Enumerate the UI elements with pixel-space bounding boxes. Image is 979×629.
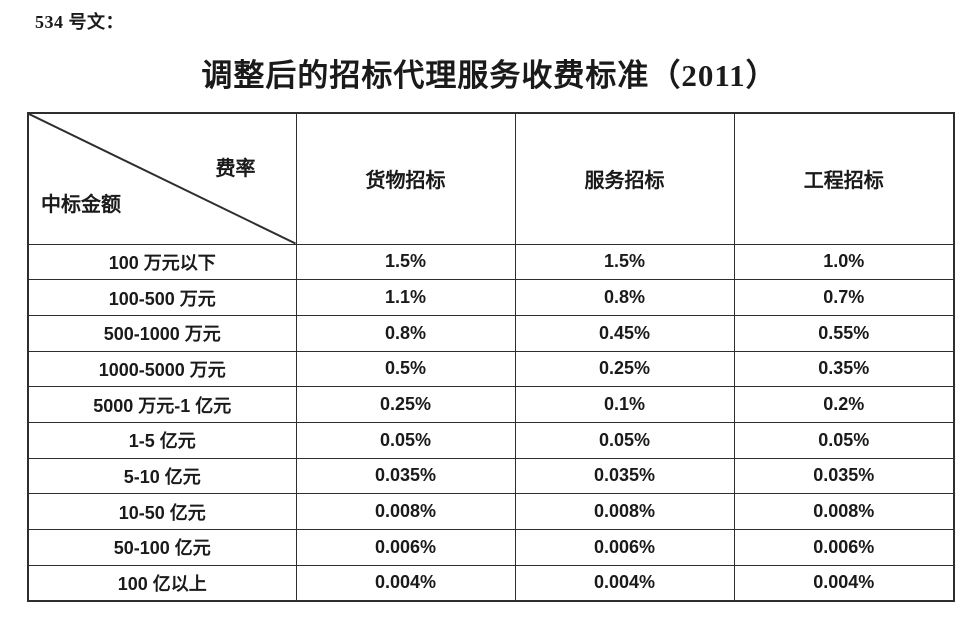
table-row: 1000-5000 万元 0.5% 0.25% 0.35% [27,350,955,388]
value-cell: 0.8% [295,314,516,352]
value-cell: 0.25% [514,350,735,388]
doc-number-label: 534 号文： [35,12,124,32]
value-cell: 0.7% [733,279,955,316]
corner-header-cell: 费率 中标金额 [27,112,297,245]
diagonal-divider-line [29,114,296,244]
row-label-cell: 100 亿以上 [27,564,297,602]
table-row: 500-1000 万元 0.8% 0.45% 0.55% [27,314,955,352]
table-row: 5-10 亿元 0.035% 0.035% 0.035% [27,457,955,495]
corner-label-rate: 费率 [215,158,256,180]
value-cell: 0.05% [733,421,955,459]
table-row: 5000 万元-1 亿元 0.25% 0.1% 0.2% [27,386,955,423]
value-cell: 0.1% [514,386,735,423]
value-cell: 0.008% [295,493,516,530]
value-cell: 0.008% [514,493,735,530]
corner-label-amount: 中标金额 [41,194,121,216]
table-header-row: 费率 中标金额 货物招标 服务招标 工程招标 [27,112,955,245]
value-cell: 0.006% [295,529,516,566]
value-cell: 0.05% [295,421,516,459]
page-title: 调整后的招标代理服务收费标准（2011） [201,58,778,93]
column-header-goods: 货物招标 [295,112,516,245]
value-cell: 0.5% [295,350,516,388]
value-cell: 1.1% [295,279,516,316]
value-cell: 0.004% [733,564,955,602]
value-cell: 0.55% [733,314,955,352]
table-row: 1-5 亿元 0.05% 0.05% 0.05% [27,421,955,459]
column-header-services: 服务招标 [514,112,735,245]
table-row: 50-100 亿元 0.006% 0.006% 0.006% [27,529,955,566]
value-cell: 0.45% [514,314,735,352]
row-label-cell: 500-1000 万元 [27,314,297,352]
table-row: 100 亿以上 0.004% 0.004% 0.004% [27,564,955,602]
value-cell: 0.035% [514,457,735,495]
row-label-cell: 10-50 亿元 [27,493,297,530]
value-cell: 1.0% [733,243,955,281]
row-label-cell: 5-10 亿元 [27,457,297,495]
row-label-cell: 100-500 万元 [27,279,297,316]
column-header-engineering: 工程招标 [733,112,955,245]
fee-rate-table: 费率 中标金额 货物招标 服务招标 工程招标 100 万元以下 1.5% 1.5… [27,112,955,602]
value-cell: 0.035% [733,457,955,495]
value-cell: 0.008% [733,493,955,530]
value-cell: 0.8% [514,279,735,316]
value-cell: 0.2% [733,386,955,423]
row-label-cell: 50-100 亿元 [27,529,297,566]
value-cell: 1.5% [295,243,516,281]
value-cell: 0.35% [733,350,955,388]
value-cell: 0.004% [295,564,516,602]
row-label-cell: 1-5 亿元 [27,421,297,459]
value-cell: 0.006% [733,529,955,566]
table-row: 100-500 万元 1.1% 0.8% 0.7% [27,279,955,316]
value-cell: 0.25% [295,386,516,423]
row-label-cell: 100 万元以下 [27,243,297,281]
table-row: 100 万元以下 1.5% 1.5% 1.0% [27,243,955,281]
value-cell: 0.004% [514,564,735,602]
value-cell: 0.035% [295,457,516,495]
value-cell: 1.5% [514,243,735,281]
table-row: 10-50 亿元 0.008% 0.008% 0.008% [27,493,955,530]
value-cell: 0.05% [514,421,735,459]
row-label-cell: 5000 万元-1 亿元 [27,386,297,423]
row-label-cell: 1000-5000 万元 [27,350,297,388]
value-cell: 0.006% [514,529,735,566]
